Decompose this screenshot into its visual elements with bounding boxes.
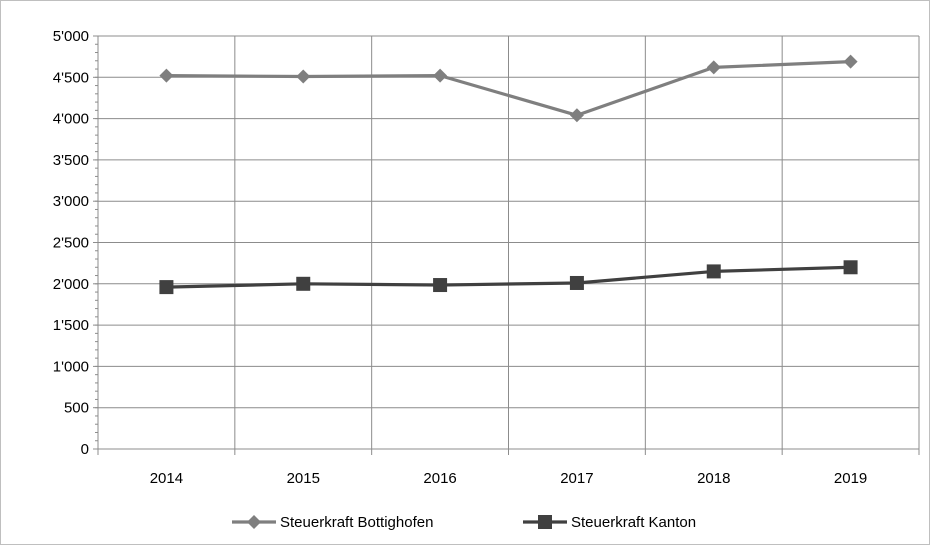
- x-tick-label: 2015: [287, 470, 320, 487]
- legend: Steuerkraft Bottighofen Steuerkraft Kanto…: [232, 514, 696, 531]
- x-tick-label: 2018: [697, 470, 730, 487]
- y-tick-label: 2'500: [53, 235, 89, 252]
- data-point: [706, 264, 721, 279]
- series-2: [159, 260, 858, 295]
- series-line: [166, 60, 851, 117]
- y-tick-label: 5'000: [53, 28, 89, 45]
- series-lines: [159, 54, 858, 295]
- x-tick-label: 2016: [423, 470, 456, 487]
- y-tick-label: 3'000: [53, 193, 89, 210]
- legend-label: Steuerkraft Kanton: [571, 514, 696, 531]
- data-point: [569, 108, 584, 123]
- legend-label: Steuerkraft Bottighofen: [280, 514, 433, 531]
- y-tick-label: 1'000: [53, 358, 89, 375]
- data-point: [159, 280, 174, 295]
- y-tick-label: 1'500: [53, 317, 89, 334]
- data-point: [296, 69, 311, 84]
- data-point: [569, 275, 584, 290]
- data-point: [706, 60, 721, 75]
- legend-item-2: Steuerkraft Kanton: [523, 514, 696, 531]
- series-1: [159, 54, 858, 123]
- x-tick-label: 2017: [560, 470, 593, 487]
- y-tick-label: 3'500: [53, 152, 89, 169]
- y-tick-label: 500: [64, 400, 89, 417]
- axes: 0 500 1'000 1'500 2'000 2'500 3'000 3'500 4'000 4…: [53, 28, 920, 487]
- legend-item-1: Steuerkraft Bottighofen: [232, 514, 433, 531]
- y-tick-label: 0: [81, 441, 89, 458]
- y-tick-label: 4'500: [53, 69, 89, 86]
- y-tick-label: 2'000: [53, 276, 89, 293]
- data-point: [843, 54, 858, 69]
- data-point: [296, 276, 311, 291]
- legend-marker: [247, 515, 261, 529]
- data-point: [159, 68, 174, 83]
- data-point: [843, 260, 858, 275]
- x-tick-label: 2019: [834, 470, 867, 487]
- data-point: [433, 278, 448, 293]
- x-tick-label: 2014: [150, 470, 183, 487]
- series-line: [166, 265, 851, 289]
- legend-marker: [538, 515, 552, 529]
- data-point: [433, 68, 448, 83]
- gridlines: [98, 35, 920, 449]
- y-tick-label: 4'000: [53, 111, 89, 128]
